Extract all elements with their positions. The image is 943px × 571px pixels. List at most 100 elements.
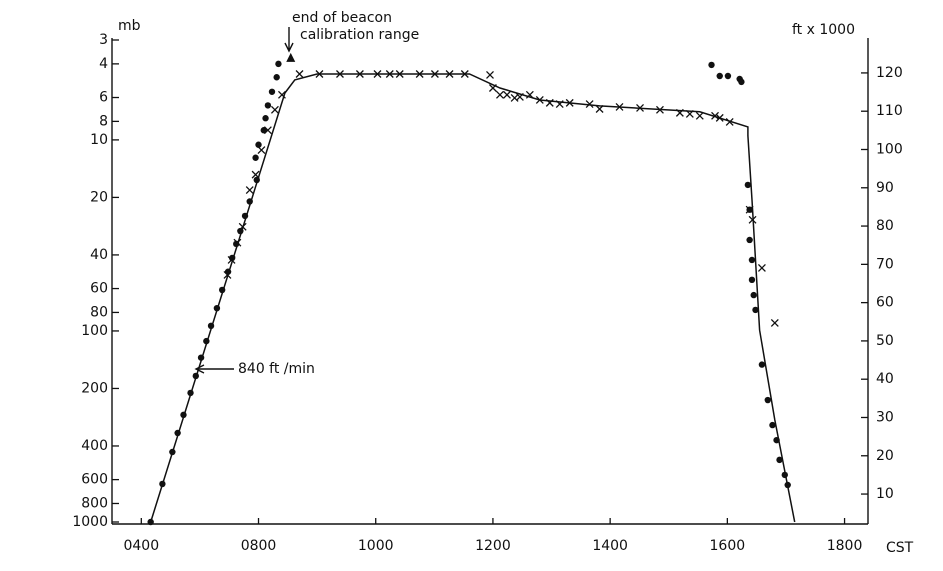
- cross: [615, 102, 624, 111]
- dot: [273, 74, 280, 81]
- dot: [174, 429, 181, 437]
- cross: [430, 70, 439, 78]
- y2-tick-label: 30: [876, 409, 894, 425]
- y2-axis-label: ft x 1000: [792, 22, 855, 38]
- y2-tick-label: 100: [876, 141, 903, 157]
- y-axis-label: mb: [118, 18, 141, 34]
- cross: [585, 100, 594, 108]
- y-tick-label: 3: [99, 32, 108, 48]
- dot: [147, 518, 154, 526]
- cross: [685, 109, 694, 118]
- cross: [555, 100, 564, 108]
- cross: [263, 126, 272, 135]
- cross: [227, 255, 236, 264]
- y2-tick-label: 90: [876, 180, 894, 196]
- dot: [784, 481, 791, 489]
- cross: [355, 70, 364, 78]
- dot: [207, 322, 215, 330]
- cross: [223, 270, 232, 279]
- cross: [336, 70, 344, 78]
- dot: [724, 72, 732, 80]
- dot: [262, 115, 269, 122]
- cross: [715, 113, 724, 122]
- cross: [488, 84, 497, 92]
- x-tick-label: 0400: [123, 538, 159, 554]
- dot: [268, 88, 276, 95]
- y-tick-label: 800: [81, 495, 108, 511]
- cross: [385, 70, 394, 78]
- cross: [257, 146, 266, 154]
- cross: [565, 98, 574, 107]
- dot: [708, 61, 715, 69]
- dot: [241, 212, 249, 220]
- dot: [203, 337, 210, 345]
- cross: [655, 105, 664, 114]
- y-tick-label: 100: [81, 323, 108, 339]
- y-tick-label: 80: [90, 304, 108, 320]
- y2-tick-label: 110: [876, 103, 903, 119]
- x-tick-label: 1000: [358, 538, 394, 554]
- dot: [218, 286, 226, 294]
- y-tick-label: 200: [81, 380, 108, 396]
- x-tick-label: 1200: [475, 538, 511, 554]
- dot: [169, 448, 176, 456]
- annotation-arrow: [194, 364, 234, 374]
- cross: [460, 70, 469, 78]
- cross: [445, 70, 454, 78]
- cross: [757, 263, 766, 272]
- cross: [675, 108, 684, 117]
- y2-tick-label: 50: [876, 333, 894, 349]
- y2-tick-label: 70: [876, 256, 894, 272]
- cross: [486, 70, 494, 79]
- y2-tick-label: 120: [876, 65, 903, 81]
- cross: [711, 111, 720, 120]
- x-axis-label: CST: [886, 540, 914, 556]
- cross: [525, 90, 534, 99]
- dot: [197, 354, 205, 361]
- dot: [781, 471, 788, 479]
- y-tick-label: 6: [99, 90, 108, 106]
- dot: [776, 456, 783, 464]
- dot: [758, 361, 766, 368]
- y-tick-label: 4: [99, 56, 108, 72]
- y2-tick-label: 40: [876, 371, 894, 387]
- dot: [159, 480, 166, 488]
- cross: [395, 70, 404, 78]
- dot: [252, 154, 259, 161]
- dot: [255, 141, 262, 148]
- cross: [770, 318, 779, 327]
- cross: [745, 205, 754, 214]
- dot: [264, 102, 272, 109]
- cross: [636, 103, 644, 112]
- y2-tick-label: 60: [876, 295, 894, 311]
- y-tick-label: 10: [90, 132, 108, 148]
- cross: [270, 105, 279, 114]
- cross: [515, 92, 524, 101]
- cross: [238, 222, 247, 231]
- dot: [180, 411, 187, 419]
- curve: [149, 73, 796, 523]
- cross: [595, 105, 604, 113]
- y-tick-label: 8: [99, 113, 108, 129]
- cross: [748, 215, 757, 224]
- cross: [245, 186, 254, 194]
- dot: [213, 304, 221, 312]
- dot: [748, 256, 756, 264]
- dot: [738, 78, 745, 86]
- annotation: 840 ft /min: [238, 361, 315, 377]
- cross: [535, 96, 544, 104]
- y-tick-label: 20: [90, 189, 108, 205]
- cross: [725, 117, 734, 126]
- dot: [237, 227, 244, 235]
- x-tick-label: 1400: [592, 538, 628, 554]
- cross: [695, 111, 704, 120]
- triangle: [286, 52, 296, 62]
- dot: [275, 60, 282, 68]
- y2-tick-label: 80: [876, 218, 894, 234]
- dot: [744, 181, 752, 189]
- y-tick-label: 1000: [72, 514, 108, 530]
- y-tick-label: 600: [81, 472, 108, 488]
- cross: [277, 90, 286, 99]
- dot: [246, 198, 253, 205]
- annotation-arrow: [284, 27, 294, 53]
